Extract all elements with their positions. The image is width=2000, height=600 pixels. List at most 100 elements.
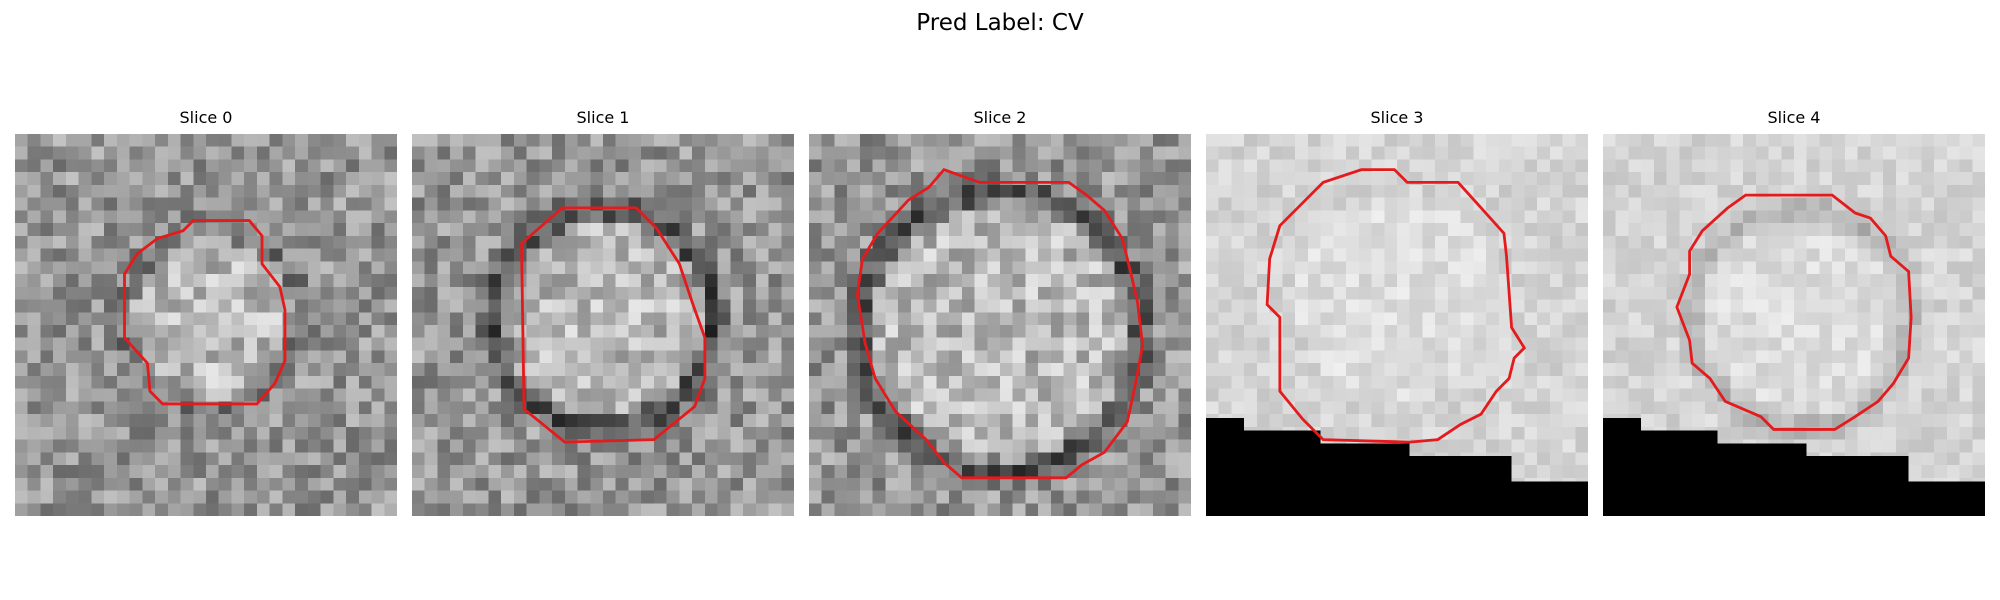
pixel — [1089, 223, 1103, 237]
pixel — [949, 146, 963, 160]
pixel — [462, 312, 476, 326]
pixel — [15, 261, 28, 275]
pixel — [1231, 337, 1245, 351]
pixel — [358, 325, 372, 338]
pixel — [104, 146, 118, 160]
pixel — [1038, 299, 1052, 313]
pixel — [1524, 223, 1538, 237]
pixel — [129, 465, 143, 479]
pixel — [730, 401, 744, 415]
pixel — [1603, 172, 1616, 186]
pixel — [1307, 223, 1321, 237]
pixel — [384, 426, 397, 440]
pixel — [295, 325, 309, 338]
pixel — [488, 426, 502, 440]
pixel — [1615, 312, 1629, 326]
pixel — [1946, 261, 1960, 275]
pixel — [1320, 325, 1334, 338]
pixel — [1101, 248, 1115, 262]
pixel — [1256, 375, 1270, 389]
pixel — [1562, 134, 1576, 147]
pixel — [1152, 490, 1166, 504]
pixel — [1832, 159, 1846, 173]
pixel — [346, 490, 360, 504]
pixel — [821, 286, 835, 300]
pixel — [552, 261, 566, 275]
pixel — [949, 490, 963, 504]
pixel — [1755, 286, 1769, 300]
pixel — [206, 223, 219, 237]
pixel — [1012, 184, 1026, 198]
pixel — [346, 261, 360, 275]
pixel — [1063, 134, 1077, 147]
pixel — [1972, 172, 1985, 186]
pixel — [65, 197, 79, 211]
pixel — [1921, 223, 1935, 237]
pixel — [577, 134, 591, 147]
pixel — [628, 325, 642, 338]
pixel — [1755, 325, 1769, 338]
pixel — [923, 223, 937, 237]
pixel — [1641, 235, 1655, 249]
pixel — [104, 401, 118, 415]
pixel — [129, 274, 143, 288]
pixel — [1358, 134, 1372, 147]
pixel — [1666, 363, 1680, 377]
pixel — [475, 223, 489, 237]
pixel — [91, 197, 105, 211]
pixel — [923, 337, 937, 351]
pixel — [666, 261, 680, 275]
pixel — [1435, 261, 1449, 275]
pixel — [1333, 261, 1347, 275]
pixel — [1768, 197, 1782, 211]
pixel — [1127, 248, 1141, 262]
pixel — [1972, 210, 1985, 224]
pixel — [1575, 159, 1588, 173]
pixel — [1575, 184, 1588, 198]
pixel — [1384, 350, 1398, 364]
pixel — [244, 439, 258, 453]
pixel — [1641, 134, 1655, 147]
pixel — [1384, 184, 1398, 198]
pixel — [1806, 286, 1820, 300]
pixel — [704, 235, 718, 249]
pixel — [450, 159, 464, 173]
pixel — [1371, 337, 1385, 351]
pixel — [755, 210, 769, 224]
pixel — [1076, 172, 1090, 186]
pixel — [821, 146, 835, 160]
pixel — [730, 312, 744, 326]
pixel — [577, 452, 591, 466]
slice-panel-3: Slice 3 — [1206, 106, 1588, 516]
pixel — [193, 146, 207, 160]
pixel — [1908, 337, 1922, 351]
pixel — [1244, 286, 1258, 300]
pixel — [768, 363, 782, 377]
pixel — [1460, 146, 1474, 160]
pixel — [704, 197, 718, 211]
pixel — [1206, 388, 1219, 402]
pixel — [27, 172, 41, 186]
pixel — [513, 490, 527, 504]
pixel — [1895, 248, 1909, 262]
pixel — [1000, 197, 1013, 211]
pixel — [1562, 426, 1576, 440]
pixel — [1883, 299, 1897, 313]
pixel — [91, 414, 105, 428]
pixel — [1435, 312, 1449, 326]
pixel — [974, 363, 988, 377]
pixel — [961, 426, 975, 440]
pixel — [1921, 452, 1935, 466]
pixel — [65, 261, 79, 275]
pixel — [346, 299, 360, 313]
pixel — [1307, 261, 1321, 275]
slice-image — [809, 134, 1191, 516]
pixel — [384, 223, 397, 237]
pixel — [885, 465, 899, 479]
pixel — [1140, 210, 1154, 224]
pixel — [577, 325, 591, 338]
pixel — [987, 452, 1001, 466]
pixel — [1038, 235, 1052, 249]
pixel — [1615, 388, 1629, 402]
pixel — [1692, 248, 1706, 262]
